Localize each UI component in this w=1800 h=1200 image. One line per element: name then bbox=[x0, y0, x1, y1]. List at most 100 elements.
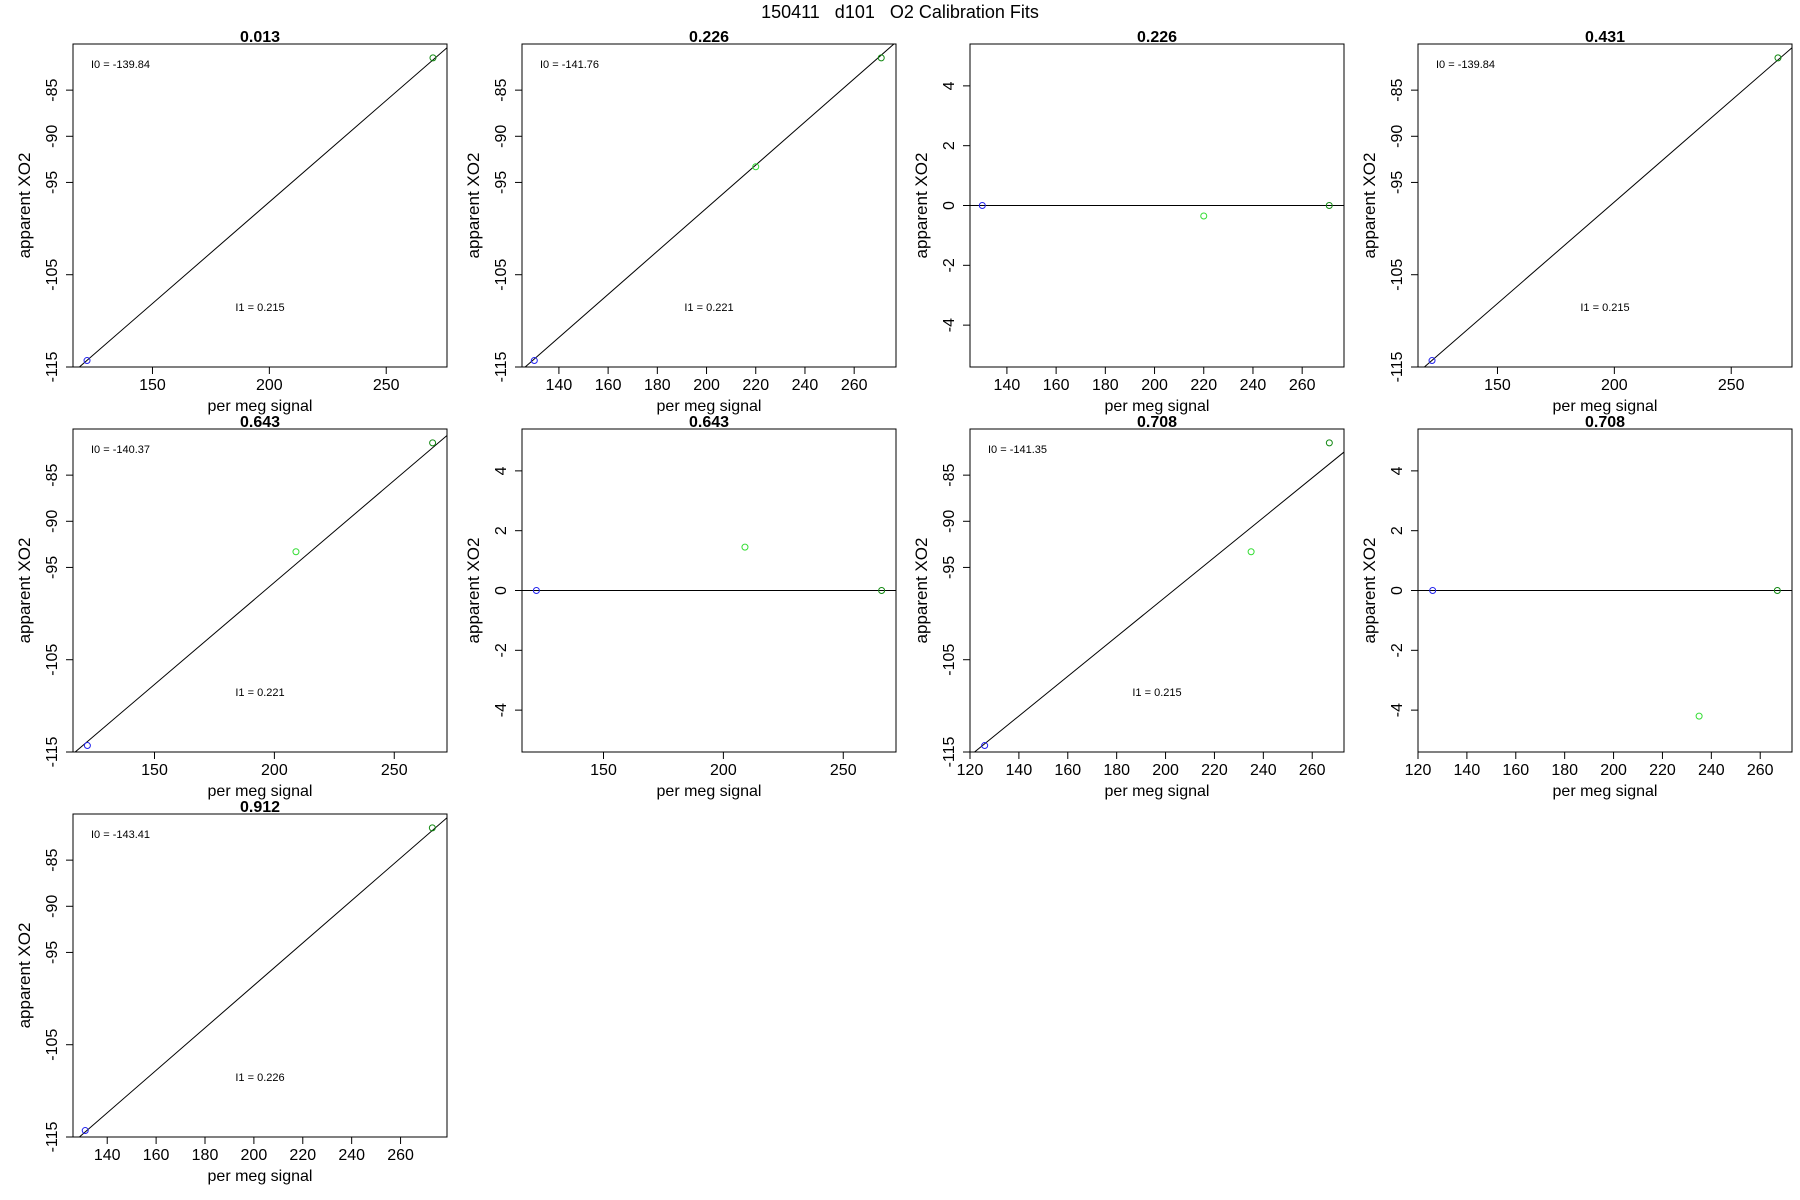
x-tick-label: 260 bbox=[387, 1147, 414, 1164]
fit-line bbox=[524, 44, 895, 367]
y-tick-label: 4 bbox=[493, 466, 510, 475]
x-axis-label: per meg signal bbox=[208, 398, 313, 415]
y-tick-label: -4 bbox=[493, 703, 510, 717]
plot-panel: 0.708 120 140 160 180 200 220 240 260 -85 -90 -95 -1… bbox=[912, 414, 1345, 800]
fit-line bbox=[78, 817, 447, 1137]
y-tick-label: -105 bbox=[44, 644, 61, 676]
x-tick-label: 260 bbox=[1299, 762, 1326, 779]
y-axis-label: apparent XO2 bbox=[912, 153, 931, 259]
data-point bbox=[292, 548, 300, 556]
x-tick-label: 200 bbox=[241, 1147, 268, 1164]
plot-frame bbox=[521, 43, 897, 368]
y-tick-label: -2 bbox=[1389, 643, 1406, 657]
y-tick-label: -90 bbox=[44, 895, 61, 918]
y-tick-label: -115 bbox=[44, 736, 61, 767]
data-point bbox=[429, 439, 437, 447]
y-tick-label: -115 bbox=[493, 351, 510, 382]
y-tick-label: -90 bbox=[44, 510, 61, 533]
x-tick-label: 120 bbox=[1405, 762, 1432, 779]
x-axis-label: per meg signal bbox=[1105, 783, 1210, 800]
y-tick-label: -4 bbox=[1389, 703, 1406, 717]
fit-line bbox=[973, 451, 1344, 752]
y-tick-label: -105 bbox=[941, 644, 958, 676]
x-tick-label: 160 bbox=[595, 377, 622, 394]
y-tick-label: -95 bbox=[44, 171, 61, 194]
x-tick-label: 140 bbox=[546, 377, 573, 394]
data-point bbox=[981, 742, 989, 750]
x-tick-label: 200 bbox=[256, 377, 283, 394]
x-tick-label: 120 bbox=[957, 762, 984, 779]
intercept-annotation: I0 = -141.35 bbox=[988, 444, 1047, 456]
data-point bbox=[429, 54, 437, 62]
x-tick-label: 180 bbox=[192, 1147, 219, 1164]
y-tick-label: -85 bbox=[44, 463, 61, 486]
y-axis-label: apparent XO2 bbox=[15, 923, 34, 1029]
y-axis-label: apparent XO2 bbox=[15, 153, 34, 259]
x-tick-label: 140 bbox=[94, 1147, 121, 1164]
data-point bbox=[428, 824, 436, 832]
x-tick-label: 220 bbox=[1190, 377, 1217, 394]
intercept-annotation: I0 = -139.84 bbox=[1436, 59, 1495, 71]
plot-title: 0.643 bbox=[240, 414, 280, 431]
x-tick-label: 240 bbox=[792, 377, 819, 394]
x-tick-label: 200 bbox=[261, 762, 288, 779]
y-tick-label: 4 bbox=[941, 81, 958, 90]
plot-panel: 0.912 140 160 180 200 220 240 260 -85 -90 -95 -105 -… bbox=[15, 799, 448, 1185]
plot-frame bbox=[72, 43, 448, 368]
x-tick-label: 240 bbox=[1250, 762, 1277, 779]
y-tick-label: -95 bbox=[941, 556, 958, 579]
x-axis-label: per meg signal bbox=[657, 783, 762, 800]
intercept-annotation: I0 = -140.37 bbox=[91, 444, 150, 456]
data-point bbox=[1773, 587, 1781, 594]
x-tick-label: 200 bbox=[1600, 762, 1627, 779]
x-tick-label: 200 bbox=[1601, 377, 1628, 394]
x-tick-label: 140 bbox=[1454, 762, 1481, 779]
page-title: 150411 d101 O2 Calibration Fits bbox=[761, 2, 1039, 22]
y-tick-label: -85 bbox=[493, 78, 510, 101]
x-tick-label: 150 bbox=[141, 762, 168, 779]
y-tick-label: -85 bbox=[941, 463, 958, 486]
data-point bbox=[83, 357, 91, 365]
data-point bbox=[878, 587, 886, 594]
y-tick-label: -90 bbox=[941, 510, 958, 533]
y-axis-label: apparent XO2 bbox=[464, 538, 483, 644]
x-tick-label: 150 bbox=[139, 377, 166, 394]
x-tick-label: 200 bbox=[1152, 762, 1179, 779]
x-tick-label: 160 bbox=[1054, 762, 1081, 779]
y-tick-label: -2 bbox=[493, 643, 510, 657]
x-axis-label: per meg signal bbox=[657, 398, 762, 415]
y-tick-label: -2 bbox=[941, 258, 958, 272]
x-axis-label: per meg signal bbox=[208, 783, 313, 800]
x-tick-label: 180 bbox=[1103, 762, 1130, 779]
data-point bbox=[752, 163, 760, 171]
x-axis-label: per meg signal bbox=[1553, 783, 1658, 800]
x-tick-label: 250 bbox=[1718, 377, 1745, 394]
y-tick-label: -95 bbox=[1389, 171, 1406, 194]
slope-annotation: I1 = 0.221 bbox=[684, 302, 733, 314]
plot-panel: 0.226 140 160 180 200 220 240 260 -4 -2 0 2 4 per meg… bbox=[912, 29, 1345, 415]
data-point bbox=[1325, 202, 1333, 209]
y-tick-label: 4 bbox=[1389, 466, 1406, 475]
data-point bbox=[1695, 712, 1703, 720]
plot-panel: 0.431 150 200 250 -85 -90 -95 -105 -115 per meg s… bbox=[1360, 29, 1793, 415]
plot-title: 0.708 bbox=[1137, 414, 1177, 431]
x-tick-label: 250 bbox=[381, 762, 408, 779]
x-tick-label: 220 bbox=[289, 1147, 316, 1164]
data-point bbox=[1429, 587, 1437, 594]
data-point bbox=[877, 54, 885, 62]
y-tick-label: -105 bbox=[44, 259, 61, 291]
x-tick-label: 250 bbox=[830, 762, 857, 779]
data-point bbox=[741, 543, 749, 551]
intercept-annotation: I0 = -143.41 bbox=[91, 829, 150, 841]
data-point bbox=[81, 1127, 89, 1135]
plot-title: 0.431 bbox=[1585, 29, 1625, 46]
x-tick-label: 240 bbox=[1698, 762, 1725, 779]
data-point bbox=[1200, 212, 1208, 220]
y-tick-label: -105 bbox=[493, 259, 510, 291]
y-tick-label: -115 bbox=[44, 1121, 61, 1152]
y-axis-label: apparent XO2 bbox=[1360, 153, 1379, 259]
x-axis-label: per meg signal bbox=[208, 1168, 313, 1185]
x-tick-label: 260 bbox=[841, 377, 868, 394]
x-tick-label: 260 bbox=[1289, 377, 1316, 394]
